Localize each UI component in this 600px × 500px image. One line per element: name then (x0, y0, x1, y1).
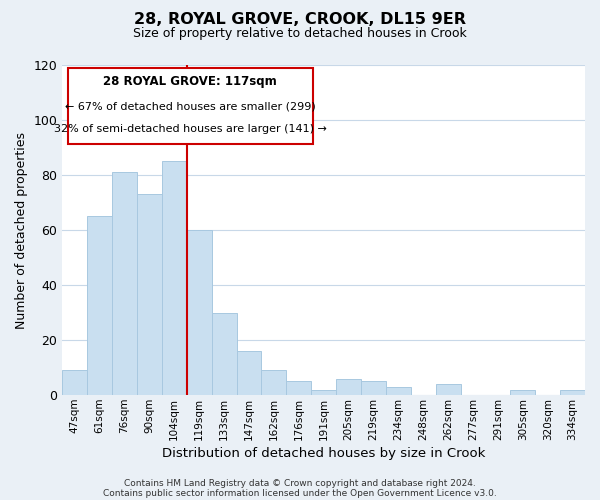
Bar (361, 382, 386, 395)
Bar (262, 370, 286, 395)
Bar (112, 172, 137, 395)
Text: Size of property relative to detached houses in Crook: Size of property relative to detached ho… (133, 28, 467, 40)
X-axis label: Distribution of detached houses by size in Crook: Distribution of detached houses by size … (162, 447, 485, 460)
Bar (87, 216, 112, 395)
FancyBboxPatch shape (68, 68, 313, 144)
Text: 28 ROYAL GROVE: 117sqm: 28 ROYAL GROVE: 117sqm (103, 75, 277, 88)
Bar (212, 312, 236, 395)
Y-axis label: Number of detached properties: Number of detached properties (15, 132, 28, 328)
Bar (386, 387, 411, 395)
Bar (311, 390, 336, 395)
Bar (187, 230, 212, 395)
Bar (336, 378, 361, 395)
Bar (236, 351, 262, 395)
Bar (137, 194, 162, 395)
Text: 28, ROYAL GROVE, CROOK, DL15 9ER: 28, ROYAL GROVE, CROOK, DL15 9ER (134, 12, 466, 28)
Bar (162, 162, 187, 395)
Bar (560, 390, 585, 395)
Bar (62, 370, 87, 395)
Text: Contains public sector information licensed under the Open Government Licence v3: Contains public sector information licen… (103, 488, 497, 498)
Text: 32% of semi-detached houses are larger (141) →: 32% of semi-detached houses are larger (… (54, 124, 327, 134)
Text: Contains HM Land Registry data © Crown copyright and database right 2024.: Contains HM Land Registry data © Crown c… (124, 478, 476, 488)
Bar (436, 384, 461, 395)
Text: ← 67% of detached houses are smaller (299): ← 67% of detached houses are smaller (29… (65, 102, 316, 112)
Bar (511, 390, 535, 395)
Bar (286, 382, 311, 395)
